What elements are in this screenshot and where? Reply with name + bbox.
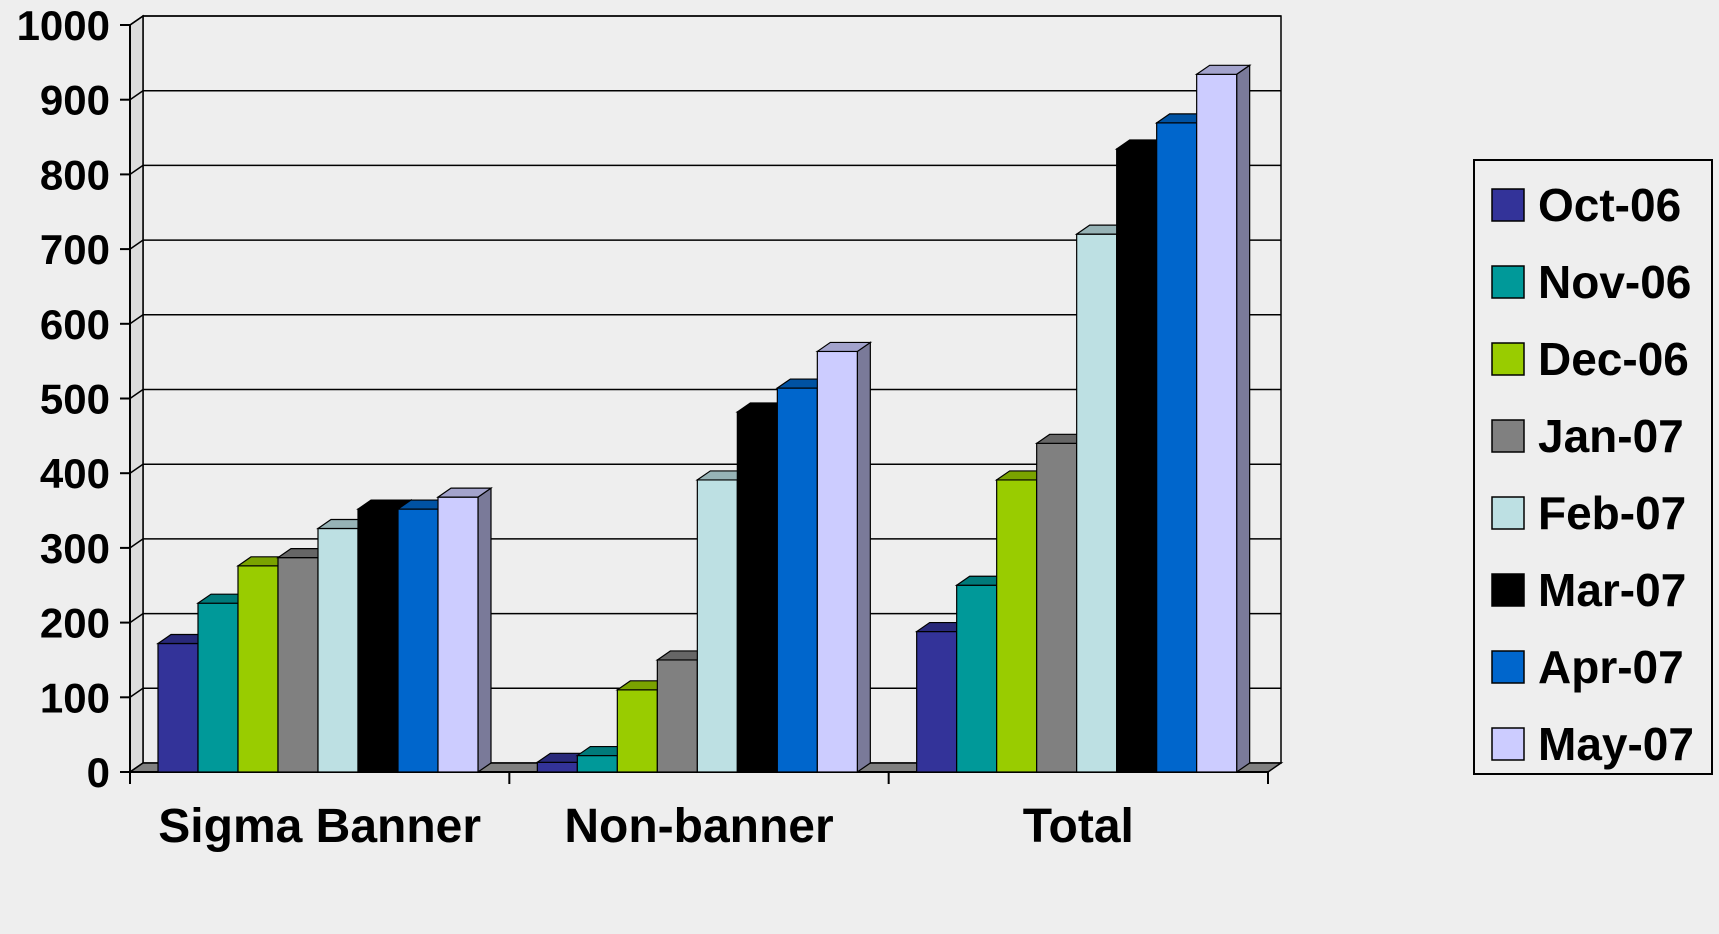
gridline <box>129 164 1281 176</box>
bar-front <box>816 350 858 773</box>
bar-front <box>317 527 359 773</box>
gridline <box>129 89 1281 101</box>
bar-top <box>815 341 873 353</box>
bar-front <box>197 602 239 773</box>
y-tick-label: 1000 <box>17 2 110 49</box>
bar-side <box>1236 64 1251 774</box>
bar-front <box>536 761 578 773</box>
bar-front <box>736 411 778 773</box>
legend-label: Dec-06 <box>1538 333 1689 385</box>
bar-front <box>277 557 319 773</box>
legend-swatch <box>1491 727 1525 761</box>
x-category-label: Sigma Banner <box>158 800 481 853</box>
bar-front <box>776 387 818 773</box>
bar-front <box>576 754 618 773</box>
gridline <box>129 314 1281 325</box>
bar-front <box>1196 73 1238 773</box>
legend-label: Mar-07 <box>1538 564 1686 616</box>
bar <box>436 486 493 774</box>
legend-item: Dec-06 <box>1491 333 1689 385</box>
y-tick-label: 500 <box>40 376 110 423</box>
bar <box>1194 64 1252 774</box>
y-tick-label: 600 <box>40 301 110 348</box>
bar-front <box>656 659 698 773</box>
legend-label: May-07 <box>1538 718 1694 770</box>
x-category-label: Non-banner <box>564 800 833 853</box>
legend-label: Oct-06 <box>1538 179 1681 231</box>
gridlines <box>129 15 1281 698</box>
bar-front <box>1156 122 1198 773</box>
legend-swatch <box>1491 573 1525 607</box>
y-tick-label: 0 <box>87 749 110 796</box>
legend-label: Feb-07 <box>1538 487 1686 539</box>
legend-item: Jan-07 <box>1491 410 1684 462</box>
legend-label: Nov-06 <box>1538 256 1691 308</box>
legend-item: Nov-06 <box>1491 256 1691 308</box>
bar-front <box>437 496 479 773</box>
y-tick-label: 700 <box>40 226 110 273</box>
bar-front <box>1036 442 1078 773</box>
legend-item: Mar-07 <box>1491 564 1686 616</box>
legend-item: Apr-07 <box>1491 641 1684 693</box>
gridline <box>129 538 1281 549</box>
legend-swatch <box>1491 265 1525 299</box>
y-axis-tick-labels: 0 100 200 300 400 500 600 700 800 900 1000 <box>17 2 110 796</box>
legend-swatch <box>1491 650 1525 684</box>
bar-front <box>397 508 439 773</box>
x-axis-category-labels: Sigma Banner Non-banner Total <box>158 800 1134 853</box>
legend-swatch <box>1491 419 1525 453</box>
bars <box>156 64 1252 774</box>
bar-front <box>237 565 279 773</box>
legend-swatch <box>1491 342 1525 376</box>
gridline <box>129 687 1281 698</box>
bar-side <box>856 341 871 774</box>
gridline <box>129 463 1281 474</box>
bar-front <box>996 479 1038 773</box>
legend: Oct-06 Nov-06 Dec-06 Jan-07 Feb-07 Mar-07 Apr-… <box>1473 159 1713 775</box>
bar-top <box>1194 64 1252 75</box>
legend-label: Apr-07 <box>1538 641 1684 693</box>
bar-front <box>1116 148 1158 773</box>
legend-swatch <box>1491 496 1525 530</box>
y-tick-label: 900 <box>40 77 110 124</box>
y-tick-label: 300 <box>40 525 110 572</box>
legend-item: May-07 <box>1491 718 1694 770</box>
gridline <box>129 239 1281 250</box>
legend-item: Feb-07 <box>1491 487 1686 539</box>
legend-item: Oct-06 <box>1491 179 1681 231</box>
bar-front <box>1076 233 1118 773</box>
legend-swatch <box>1491 188 1525 222</box>
bar-side <box>477 486 492 774</box>
bar-front <box>916 630 958 773</box>
bar-front <box>956 584 998 773</box>
gridline <box>129 15 1281 26</box>
gridline <box>129 388 1281 400</box>
y-tick-label: 800 <box>40 151 110 198</box>
y-tick-label: 100 <box>40 674 110 721</box>
bar <box>815 341 873 774</box>
y-tick-label: 200 <box>40 600 110 647</box>
gridline <box>129 612 1281 624</box>
y-tick-label: 400 <box>40 450 110 497</box>
x-category-label: Total <box>1023 800 1134 853</box>
bar-top <box>436 487 493 498</box>
legend-label: Jan-07 <box>1538 410 1684 462</box>
bar-front <box>157 642 199 773</box>
bar-front <box>696 479 738 773</box>
bar-front <box>357 508 399 773</box>
bar-front <box>616 689 658 773</box>
